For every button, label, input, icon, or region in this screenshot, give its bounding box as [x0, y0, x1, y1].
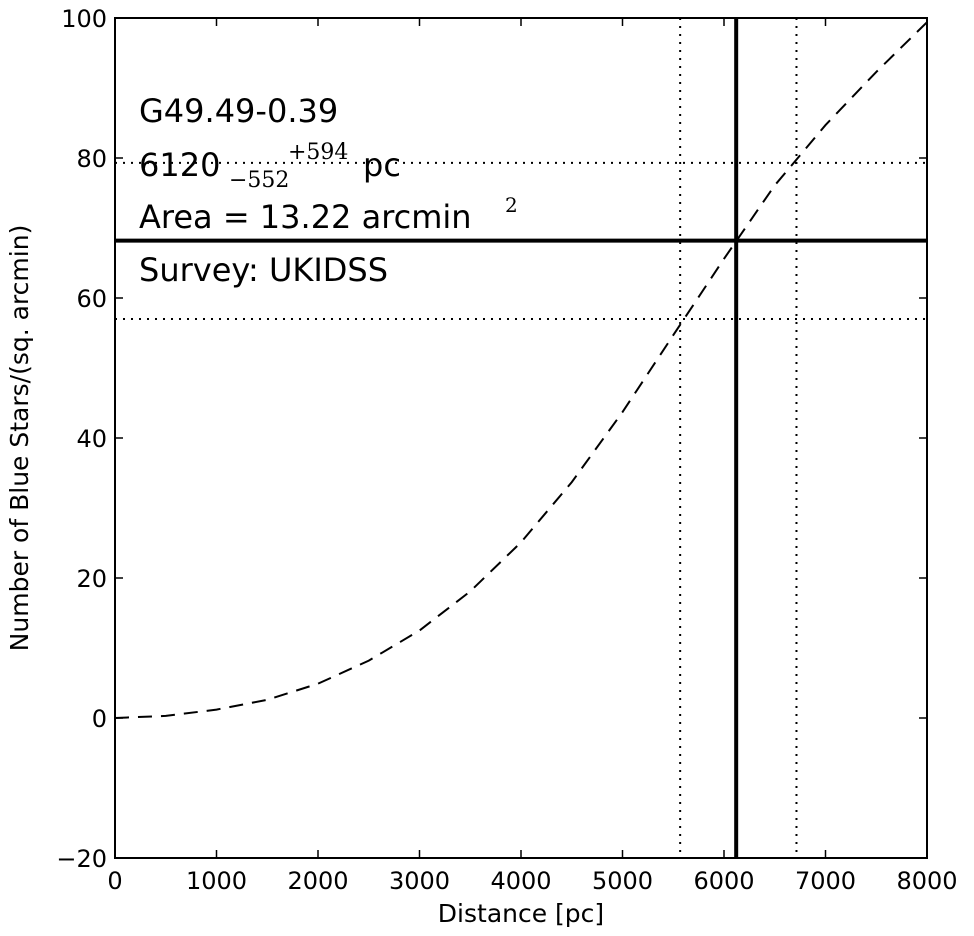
- y-tick-label: 60: [76, 285, 107, 313]
- annotation-block: G49.49-0.39 6120 −552 +594 pc Area = 13.…: [139, 92, 518, 289]
- x-tick-label: 8000: [896, 867, 957, 895]
- annotation-distance-upper-error: +594: [288, 140, 348, 165]
- x-tick-label: 3000: [389, 867, 450, 895]
- annotation-source-name: G49.49-0.39: [139, 92, 338, 130]
- y-tick-label: −20: [56, 845, 107, 873]
- annotation-distance-value: 6120: [139, 146, 220, 184]
- x-tick-label: 5000: [592, 867, 653, 895]
- series-layer: [114, 21, 928, 719]
- y-axis-label: Number of Blue Stars/(sq. arcmin): [5, 225, 34, 652]
- x-tick-label: 2000: [287, 867, 348, 895]
- x-tick-label: 0: [107, 867, 122, 895]
- plot-frame: [114, 17, 928, 859]
- x-axis-label: Distance [pc]: [438, 899, 604, 928]
- y-tick-label: 40: [76, 425, 107, 453]
- x-tick-label: 1000: [186, 867, 247, 895]
- y-tick-label: 20: [76, 565, 107, 593]
- annotation-distance-lower-error: −552: [229, 168, 289, 193]
- y-tick-label: 0: [92, 705, 107, 733]
- y-tick-label: 80: [76, 145, 107, 173]
- annotation-area: Area = 13.22 arcmin: [139, 198, 472, 236]
- annotation-distance-unit: pc: [363, 146, 401, 184]
- y-tick-label: 100: [61, 5, 107, 33]
- x-tick-label: 4000: [490, 867, 551, 895]
- series-line: [114, 21, 928, 719]
- annotation-survey: Survey: UKIDSS: [139, 251, 388, 289]
- dotted-reference-lines: [115, 18, 927, 858]
- y-ticks: −20 0 20 40 60 80 100: [56, 5, 927, 873]
- x-ticks: 0 1000 2000 3000 4000 5000 6000 7000 8000: [107, 18, 958, 895]
- x-tick-label: 6000: [693, 867, 754, 895]
- solid-reference-lines: [115, 18, 927, 858]
- x-tick-label: 7000: [795, 867, 856, 895]
- annotation-area-exponent: 2: [505, 193, 518, 217]
